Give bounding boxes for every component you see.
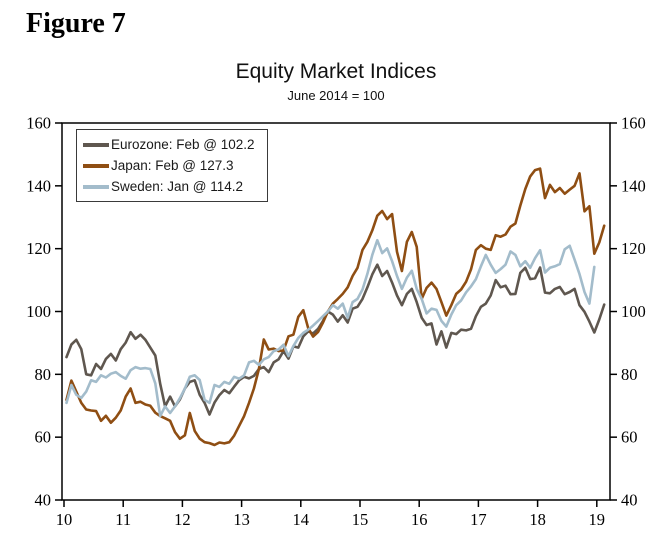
series-line-japan	[65, 167, 606, 447]
y-axis-tick-label-right: 140	[621, 176, 646, 195]
y-axis-tick-label-left: 100	[26, 302, 51, 321]
y-axis-tick-label-right: 100	[621, 302, 646, 321]
eurozone-line-swatch	[83, 142, 109, 147]
x-axis-tick-label: 18	[529, 510, 546, 529]
chart-legend: Eurozone: Feb @ 102.2 Japan: Feb @ 127.3…	[76, 129, 268, 202]
chart-subtitle: June 2014 = 100	[287, 88, 385, 103]
figure-label: Figure 7	[26, 8, 126, 39]
sweden-line-swatch	[83, 184, 109, 189]
y-axis-tick-label-right: 60	[621, 428, 638, 447]
legend-label-sweden: Sweden: Jan @ 114.2	[111, 179, 244, 194]
y-axis-tick-label-right: 120	[621, 239, 646, 258]
y-axis-tick-label-left: 120	[26, 239, 51, 258]
x-axis-tick-label: 15	[352, 510, 369, 529]
legend-item-sweden: Sweden: Jan @ 114.2	[83, 176, 255, 197]
x-axis-tick-label: 10	[56, 510, 73, 529]
x-axis-tick-label: 12	[174, 510, 191, 529]
japan-line-swatch	[83, 163, 109, 168]
y-axis-tick-label-right: 160	[621, 114, 646, 133]
chart-title: Equity Market Indices	[235, 60, 437, 83]
legend-item-eurozone: Eurozone: Feb @ 102.2	[83, 134, 255, 155]
y-axis-tick-label-right: 80	[621, 365, 638, 384]
legend-label-eurozone: Eurozone: Feb @ 102.2	[111, 137, 255, 152]
y-axis-tick-label-left: 80	[35, 365, 52, 384]
series-line-eurozone	[65, 263, 606, 416]
y-axis-tick-label-left: 160	[26, 114, 51, 133]
x-axis-tick-label: 14	[293, 510, 310, 529]
y-axis-tick-label-right: 40	[621, 491, 638, 510]
x-axis-tick-label: 16	[411, 510, 428, 529]
x-axis-tick-label: 19	[589, 510, 606, 529]
x-axis-tick-label: 13	[233, 510, 250, 529]
legend-label-japan: Japan: Feb @ 127.3	[111, 158, 234, 173]
series-line-sweden	[65, 238, 596, 418]
y-axis-tick-label-left: 60	[35, 428, 52, 447]
x-axis-tick-label: 17	[470, 510, 487, 529]
y-axis-tick-label-left: 40	[35, 491, 52, 510]
x-axis-tick-label: 11	[115, 510, 131, 529]
legend-item-japan: Japan: Feb @ 127.3	[83, 155, 255, 176]
y-axis-tick-label-left: 140	[26, 176, 51, 195]
